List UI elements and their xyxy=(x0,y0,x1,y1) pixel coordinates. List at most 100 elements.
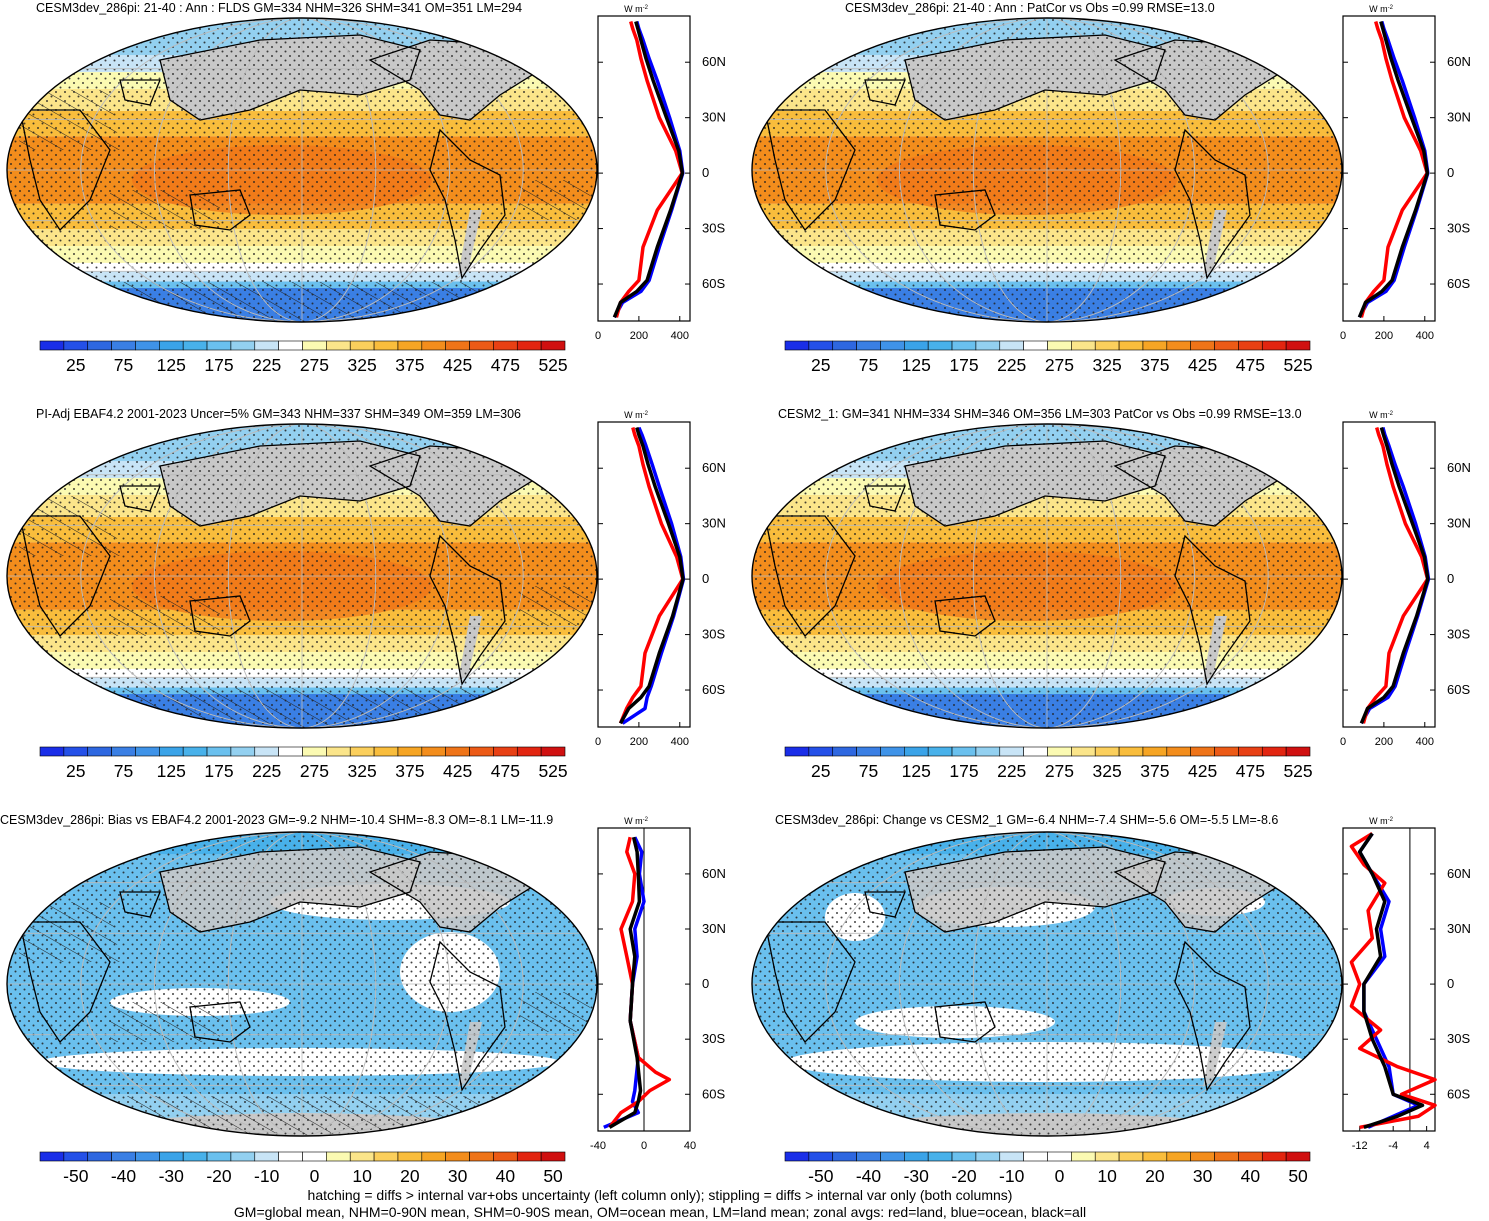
colorbar-label: -10 xyxy=(254,1166,280,1186)
colorbar-label: 175 xyxy=(204,355,233,375)
colorbar-swatch xyxy=(1071,340,1096,351)
coastline xyxy=(368,445,542,527)
graticule-lon xyxy=(154,424,450,728)
zonal-unit: W m-2 xyxy=(1369,410,1393,420)
colorbar-label: 50 xyxy=(543,1166,563,1186)
colorbar-swatch xyxy=(1142,1151,1168,1162)
colorbar-swatch xyxy=(1071,746,1096,757)
zonal-ytick-label: 30S xyxy=(1447,1031,1470,1046)
colorbar-label: 225 xyxy=(997,761,1026,781)
coastline xyxy=(864,79,906,106)
colorbar-swatch xyxy=(445,1151,470,1162)
colorbar-label: 0 xyxy=(1055,1166,1065,1186)
zonal-xtick-label: 200 xyxy=(630,330,648,342)
colorbar-swatch xyxy=(39,746,65,757)
colorbar: 25 75 125 175 225 275 325 375 425 475 525 xyxy=(39,340,568,375)
colorbar-swatch xyxy=(1238,746,1263,757)
colorbar-swatch xyxy=(1238,1151,1263,1162)
colorbar-label: -30 xyxy=(159,1166,185,1186)
zonal-line-all xyxy=(612,21,685,318)
coastline xyxy=(159,34,421,121)
colorbar-swatch xyxy=(182,340,208,351)
zonal-ytick-label: 30N xyxy=(702,516,726,531)
colorbar-swatch xyxy=(832,1151,857,1162)
panel-change: CESM3dev_286pi: Change vs CESM2_1 GM=-6.… xyxy=(745,812,1489,1192)
colorbar-swatch xyxy=(1047,746,1072,757)
map-figure: -50 -40 -30 -20 -10 0 10 20 30 40 50 W m-2 60N 30N 0 30… xyxy=(6,816,726,1186)
colorbar-label: 275 xyxy=(1045,355,1074,375)
colorbar-label: 25 xyxy=(811,761,830,781)
map-body xyxy=(7,424,597,728)
colorbar-label: 525 xyxy=(1283,761,1312,781)
graticule-lon xyxy=(899,18,1195,322)
colorbar-swatch xyxy=(63,746,89,757)
zonal-plot: W m-2 60N 30N 0 30S 60S 0 200 400 xyxy=(595,4,726,342)
colorbar-label: 25 xyxy=(66,355,85,375)
zonal-ytick-label: 30N xyxy=(702,110,726,125)
colorbar-swatch xyxy=(87,746,112,757)
colorbar-swatch xyxy=(421,746,446,757)
coastline xyxy=(19,109,111,232)
zonal-ytick-label: 30N xyxy=(702,921,726,936)
hatching xyxy=(110,1002,220,1042)
map-frame xyxy=(751,423,1343,729)
colorbar-label: 375 xyxy=(1140,355,1169,375)
zonal-ytick-label: 30S xyxy=(1447,221,1470,236)
colorbar-swatch xyxy=(516,746,542,757)
colorbar-label: 325 xyxy=(348,761,377,781)
colorbar-swatch xyxy=(1142,746,1168,757)
colorbar-label: 25 xyxy=(811,355,830,375)
zonal-ytick-label: 30N xyxy=(1447,921,1471,936)
colorbar-swatch xyxy=(784,746,810,757)
graticule-lon xyxy=(80,424,524,728)
colorbar-swatch xyxy=(373,746,399,757)
colorbar-swatch xyxy=(880,1151,905,1162)
graticule-lon xyxy=(80,18,524,322)
colorbar-swatch xyxy=(784,340,810,351)
colorbar-label: -50 xyxy=(808,1166,834,1186)
coastline xyxy=(119,485,161,512)
colorbar-swatch xyxy=(516,340,542,351)
coastline xyxy=(864,891,906,918)
colorbar-label: 225 xyxy=(252,355,281,375)
colorbar-swatch xyxy=(856,1151,881,1162)
zonal-line-all xyxy=(618,427,685,725)
colorbar-swatch xyxy=(87,1151,112,1162)
colorbar-label: 425 xyxy=(443,761,472,781)
land-mask xyxy=(500,431,560,466)
colorbar-swatch xyxy=(493,1151,518,1162)
colorbar-label: 175 xyxy=(204,761,233,781)
land-mask xyxy=(500,25,560,60)
colorbar-label: 125 xyxy=(157,761,186,781)
colorbar-swatch xyxy=(1023,1151,1048,1162)
colorbar-label: -10 xyxy=(999,1166,1025,1186)
colorbar: -50 -40 -30 -20 -10 0 10 20 30 40 50 xyxy=(784,1151,1311,1186)
zonal-ytick-label: 60N xyxy=(1447,866,1471,881)
map-body xyxy=(752,424,1342,728)
colorbar-swatch xyxy=(1261,746,1287,757)
hatching xyxy=(110,190,220,230)
colorbar-swatch xyxy=(999,746,1024,757)
colorbar-swatch xyxy=(1118,340,1144,351)
map-frame xyxy=(6,17,598,323)
colorbar-swatch xyxy=(159,746,184,757)
zonal-unit: W m-2 xyxy=(624,410,648,420)
colorbar-swatch xyxy=(206,340,232,351)
colorbar-swatch xyxy=(975,746,1001,757)
colorbar-swatch xyxy=(808,1151,834,1162)
colorbar-swatch xyxy=(349,746,375,757)
colorbar-swatch xyxy=(373,340,399,351)
zonal-xtick-label: 0 xyxy=(641,1140,647,1152)
coastline xyxy=(1243,24,1306,61)
coastline xyxy=(1174,128,1251,280)
colorbar-swatch xyxy=(39,340,65,351)
map-figure: -50 -40 -30 -20 -10 0 10 20 30 40 50 W m-2 60N 30N 0 30… xyxy=(751,816,1471,1186)
zonal-ytick-label: 30S xyxy=(702,627,725,642)
graticule-lon xyxy=(227,832,377,1136)
colorbar-swatch xyxy=(111,746,136,757)
colorbar-swatch xyxy=(951,746,977,757)
colorbar-swatch xyxy=(1190,340,1215,351)
colorbar-label: 30 xyxy=(1193,1166,1213,1186)
panel-bias: CESM3dev_286pi: Bias vs EBAF4.2 2001-202… xyxy=(0,812,745,1192)
zonal-ytick-label: 60S xyxy=(702,682,725,697)
